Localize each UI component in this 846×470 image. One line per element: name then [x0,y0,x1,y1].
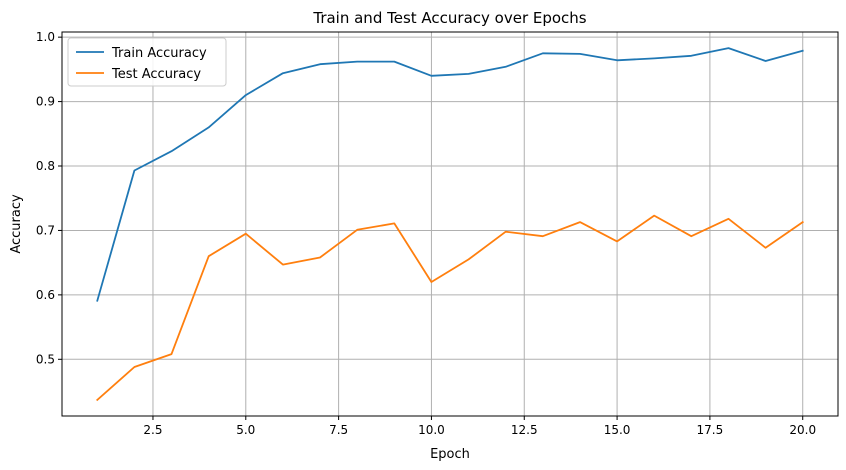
legend-label: Test Accuracy [111,67,201,82]
x-tick-label: 5.0 [236,423,255,437]
y-tick-label: 1.0 [36,30,55,44]
y-axis-label: Accuracy [9,194,24,254]
series-layer [96,47,804,402]
grid [62,32,838,416]
x-tick-label: 10.0 [418,423,445,437]
y-tick-label: 0.7 [36,223,55,237]
y-tick-label: 0.5 [36,352,55,366]
legend-label: Train Accuracy [111,46,207,61]
x-axis-label: Epoch [430,447,470,462]
chart-title: Train and Test Accuracy over Epochs [312,9,586,27]
series-line-train-accuracy [96,47,804,302]
x-tick-label: 12.5 [511,423,538,437]
x-tick-label: 2.5 [143,423,162,437]
legend-box [67,37,227,87]
y-tick-label: 0.9 [36,95,55,109]
y-tick-label: 0.6 [36,288,55,302]
x-tick-label: 20.0 [789,423,816,437]
plot-frame [61,31,839,417]
x-tick-label: 7.5 [329,423,348,437]
ticks: 2.5 5.0 7.5 10.0 12.5 15.0 17.5 20.0 0.5 0.6 0.7 0.… [36,30,816,437]
y-tick-label: 0.8 [36,159,55,173]
legend: Train Accuracy Test Accuracy [67,37,227,87]
x-tick-label: 15.0 [604,423,631,437]
series-line-test-accuracy [96,214,804,402]
x-tick-label: 17.5 [697,423,724,437]
